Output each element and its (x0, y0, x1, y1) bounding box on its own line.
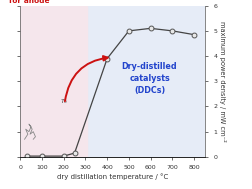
X-axis label: dry distillation temperature / °C: dry distillation temperature / °C (57, 173, 168, 180)
Text: for anode: for anode (9, 0, 49, 4)
Text: Dry-distilled
catalysts
(DDCs): Dry-distilled catalysts (DDCs) (121, 62, 177, 94)
Bar (20, 6, 86, 157)
Text: $T_0$: $T_0$ (59, 97, 68, 106)
Y-axis label: maximum power density / mW cm⁻²: maximum power density / mW cm⁻² (218, 21, 225, 142)
